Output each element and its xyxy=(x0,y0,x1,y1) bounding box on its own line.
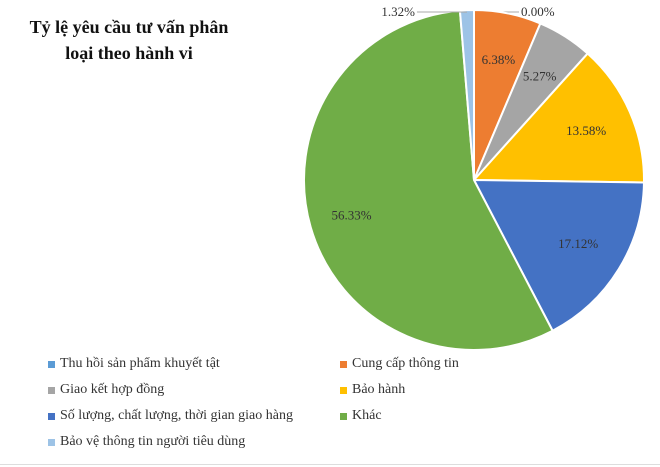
legend-swatch xyxy=(340,360,347,368)
legend-label: Cung cấp thông tin xyxy=(352,356,459,371)
pie-slice xyxy=(472,178,645,333)
legend-swatch xyxy=(48,360,55,368)
legend-label: Bảo vệ thông tin người tiêu dùng xyxy=(60,434,246,449)
legend-item: Bảo vệ thông tin người tiêu dùng xyxy=(48,434,245,450)
legend-item: Số lượng, chất lượng, thời gian giao hàn… xyxy=(48,408,293,424)
legend-swatch xyxy=(48,438,55,446)
data-label: 5.27% xyxy=(523,69,557,84)
legend-item: Cung cấp thông tin xyxy=(340,356,459,372)
chart-title: Tỷ lệ yêu cầu tư vấn phân loại theo hành… xyxy=(29,17,229,63)
legend-label: Số lượng, chất lượng, thời gian giao hàn… xyxy=(60,408,293,423)
legend-item: Thu hồi sản phẩm khuyết tật xyxy=(48,356,220,372)
legend-label: Thu hồi sản phẩm khuyết tật xyxy=(60,356,220,371)
legend-item: Khác xyxy=(340,408,382,424)
data-label: 6.38% xyxy=(482,52,516,67)
pie-slice xyxy=(471,52,645,184)
divider xyxy=(0,464,660,465)
legend-label: Bảo hành xyxy=(352,382,406,397)
pie-slice xyxy=(458,8,475,181)
data-label: 17.12% xyxy=(558,236,598,251)
legend-item: Bảo hành xyxy=(340,382,405,398)
data-label: 56.33% xyxy=(331,207,371,222)
legend-item: Giao kết hợp đồng xyxy=(48,382,164,398)
pie-slice xyxy=(303,9,554,351)
data-label: 1.32% xyxy=(381,4,415,19)
data-label: 13.58% xyxy=(566,123,606,138)
legend-swatch xyxy=(340,412,347,420)
legend-swatch xyxy=(48,412,55,420)
legend-swatch xyxy=(48,386,55,394)
data-label: 0.00% xyxy=(521,4,555,19)
legend-label: Khác xyxy=(352,408,382,423)
legend-label: Giao kết hợp đồng xyxy=(60,382,165,397)
legend-swatch xyxy=(340,386,347,394)
